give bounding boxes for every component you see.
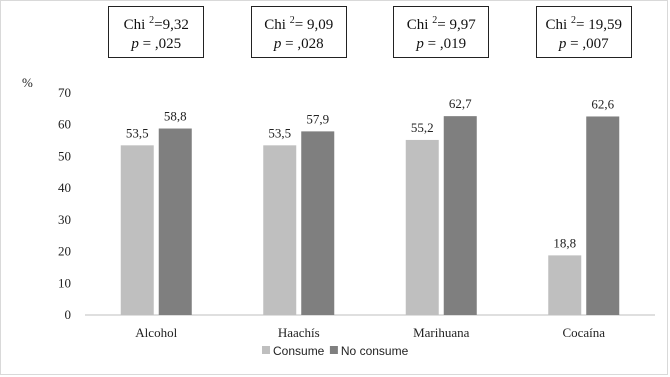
category-label: Alcohol	[135, 325, 177, 340]
y-tick-label: 60	[58, 117, 71, 132]
chi-square-value: Chi 2= 19,59	[545, 14, 622, 33]
legend: Consume No consume	[262, 344, 409, 358]
legend-label: Consume	[273, 344, 325, 358]
legend-label: No consume	[341, 344, 409, 358]
y-tick-label: 30	[58, 212, 71, 227]
y-tick-label: 10	[58, 275, 71, 290]
bar-value-label: 62,7	[449, 96, 472, 111]
bar-value-label: 55,2	[411, 120, 434, 135]
p-value: p = ,007	[558, 35, 609, 52]
chi-square-box: Chi 2= 9,09 p = ,028	[250, 6, 347, 58]
bar-no-consume	[158, 128, 192, 315]
category-label: Cocaína	[562, 325, 605, 340]
p-value: p = ,025	[131, 35, 182, 52]
chi-square-box: Chi 2=9,32 p = ,025	[108, 6, 205, 58]
y-tick-label: 70	[58, 85, 71, 100]
bar-value-label: 18,8	[553, 235, 576, 250]
bar-value-label: 62,6	[591, 96, 614, 111]
category-label: Haachís	[278, 325, 320, 340]
y-tick-label: 20	[58, 244, 71, 259]
bar-value-label: 58,8	[164, 109, 187, 124]
category-label: Marihuana	[413, 325, 470, 340]
y-axis-ticks: 0 10 20 30 40 50 60 70	[58, 85, 71, 322]
y-tick-label: 40	[58, 180, 71, 195]
bar-consume	[263, 145, 297, 315]
bar-value-label: 53,5	[126, 125, 149, 140]
bar-consume	[548, 255, 582, 315]
bar-consume	[120, 145, 154, 315]
legend-swatch	[329, 346, 338, 354]
p-value: p = ,019	[416, 35, 467, 52]
y-tick-label: 50	[58, 148, 71, 163]
category-labels: Alcohol Haachís Marihuana Cocaína	[135, 325, 605, 340]
chi-square-value: Chi 2= 9,97	[406, 14, 476, 33]
bar-consume	[405, 139, 439, 315]
p-value: p = ,028	[273, 35, 324, 52]
bar-no-consume	[443, 116, 477, 315]
chi-square-box: Chi 2= 9,97 p = ,019	[393, 6, 490, 58]
y-tick-label: 0	[65, 307, 72, 322]
y-axis-unit: %	[22, 75, 33, 90]
bar-no-consume	[301, 131, 335, 315]
bars	[120, 116, 620, 316]
chi-square-value: Chi 2= 9,09	[264, 14, 334, 33]
bar-no-consume	[586, 116, 620, 316]
value-labels: 53,5 58,8 53,5 57,9 55,2 62,7 18,8 62,6	[126, 96, 615, 250]
bar-value-label: 57,9	[306, 111, 329, 126]
chi-square-value: Chi 2=9,32	[123, 14, 189, 33]
chi-square-box: Chi 2= 19,59 p = ,007	[535, 6, 632, 58]
legend-swatch	[262, 346, 270, 354]
bar-value-label: 53,5	[268, 125, 291, 140]
